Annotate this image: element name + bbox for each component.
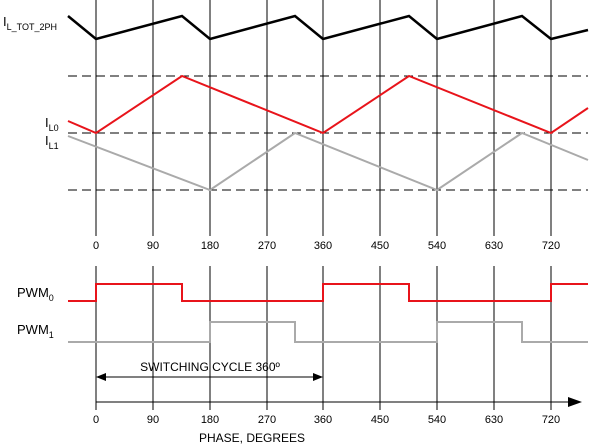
upper-tick-label: 90 — [147, 240, 159, 252]
lower-tick-label: 720 — [542, 414, 560, 426]
il0-label: IL0 — [45, 115, 59, 133]
pwm0-label: PWM0 — [17, 285, 54, 303]
pwm0-label-sub: 0 — [49, 293, 54, 303]
upper-tick-label: 450 — [371, 240, 389, 252]
pwm1-waveform — [68, 321, 588, 343]
itot-label-main: I — [3, 14, 7, 29]
phase-axis-arrowhead — [568, 397, 582, 407]
upper-tick-label: 180 — [201, 240, 219, 252]
dashed-reference-lines — [68, 75, 588, 191]
upper-tick-label: 0 — [93, 240, 99, 252]
axis-title: PHASE, DEGREES — [199, 431, 305, 445]
upper-tick-label: 630 — [485, 240, 503, 252]
il1-waveform — [67, 131, 589, 192]
lower-tick-label: 0 — [93, 414, 99, 426]
il1-label-sub: L1 — [49, 141, 59, 151]
switching-cycle-arrow-left-head — [96, 373, 106, 381]
lower-tick-labels: 0 90 180 270 360 450 540 630 720 — [93, 414, 560, 426]
il1-label: IL1 — [45, 133, 59, 151]
upper-tick-label: 270 — [258, 240, 276, 252]
pwm0-label-main: PWM — [17, 285, 49, 300]
itot-label: IL_TOT_2PH — [3, 14, 57, 32]
pwm0-waveform — [68, 283, 588, 302]
il1-label-main: I — [45, 133, 49, 148]
il0-label-sub: L0 — [49, 123, 59, 133]
vertical-gridlines — [95, 0, 552, 410]
lower-tick-label: 360 — [314, 414, 332, 426]
upper-tick-labels: 0 90 180 270 360 450 540 630 720 — [93, 240, 560, 252]
upper-tick-label: 540 — [428, 240, 446, 252]
il0-label-main: I — [45, 115, 49, 130]
pwm1-label-sub: 1 — [49, 330, 54, 340]
total-current-waveform — [67, 14, 589, 41]
lower-tick-label: 450 — [371, 414, 389, 426]
upper-tick-label: 720 — [542, 240, 560, 252]
lower-tick-label: 180 — [201, 414, 219, 426]
lower-tick-label: 630 — [485, 414, 503, 426]
switching-cycle-arrow-right-head — [313, 373, 323, 381]
il0-waveform — [67, 74, 589, 135]
lower-tick-label: 540 — [428, 414, 446, 426]
phase-axis — [96, 397, 582, 407]
upper-tick-label: 360 — [314, 240, 332, 252]
pwm1-label-main: PWM — [17, 322, 49, 337]
lower-tick-label: 270 — [258, 414, 276, 426]
pwm1-label: PWM1 — [17, 322, 54, 340]
switching-cycle-label: SWITCHING CYCLE 360º — [140, 360, 280, 374]
itot-label-sub: L_TOT_2PH — [7, 22, 57, 32]
lower-tick-label: 90 — [147, 414, 159, 426]
switching-cycle-arrow — [96, 373, 323, 381]
